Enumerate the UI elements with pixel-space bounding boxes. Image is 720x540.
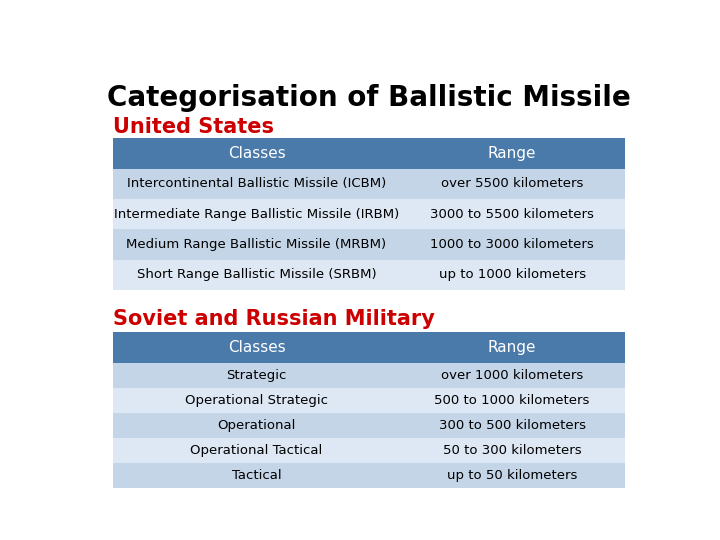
Text: Short Range Ballistic Missile (SRBM): Short Range Ballistic Missile (SRBM) bbox=[137, 268, 377, 281]
Bar bbox=[114, 230, 400, 260]
Bar bbox=[114, 138, 400, 168]
Text: Intercontinental Ballistic Missile (ICBM): Intercontinental Ballistic Missile (ICBM… bbox=[127, 178, 386, 191]
Bar bbox=[400, 438, 624, 463]
Bar bbox=[114, 332, 400, 363]
Bar bbox=[400, 332, 624, 363]
Text: Range: Range bbox=[488, 340, 536, 355]
Text: up to 1000 kilometers: up to 1000 kilometers bbox=[438, 268, 585, 281]
Text: 3000 to 5500 kilometers: 3000 to 5500 kilometers bbox=[430, 208, 594, 221]
Bar bbox=[114, 199, 400, 230]
Text: 1000 to 3000 kilometers: 1000 to 3000 kilometers bbox=[431, 238, 594, 251]
Text: 50 to 300 kilometers: 50 to 300 kilometers bbox=[443, 444, 582, 457]
Text: 500 to 1000 kilometers: 500 to 1000 kilometers bbox=[434, 394, 590, 407]
Bar bbox=[114, 169, 400, 199]
Bar bbox=[400, 463, 624, 488]
Text: Classes: Classes bbox=[228, 340, 285, 355]
Bar bbox=[400, 230, 624, 260]
Bar bbox=[400, 169, 624, 199]
Bar bbox=[114, 463, 400, 488]
Text: up to 50 kilometers: up to 50 kilometers bbox=[447, 469, 577, 482]
Bar bbox=[400, 413, 624, 438]
Bar bbox=[400, 363, 624, 388]
Text: Medium Range Ballistic Missile (MRBM): Medium Range Ballistic Missile (MRBM) bbox=[127, 238, 387, 251]
Text: Tactical: Tactical bbox=[232, 469, 282, 482]
Text: Operational Tactical: Operational Tactical bbox=[190, 444, 323, 457]
Text: over 1000 kilometers: over 1000 kilometers bbox=[441, 369, 583, 382]
Bar bbox=[114, 388, 400, 413]
Bar bbox=[114, 363, 400, 388]
Bar bbox=[114, 438, 400, 463]
Bar bbox=[400, 388, 624, 413]
Text: Soviet and Russian Military: Soviet and Russian Military bbox=[114, 309, 436, 329]
Text: Operational Strategic: Operational Strategic bbox=[185, 394, 328, 407]
Bar bbox=[400, 199, 624, 230]
Bar bbox=[114, 260, 400, 290]
Text: United States: United States bbox=[114, 117, 274, 137]
Bar bbox=[400, 260, 624, 290]
Text: Categorisation of Ballistic Missile: Categorisation of Ballistic Missile bbox=[107, 84, 631, 112]
Text: 300 to 500 kilometers: 300 to 500 kilometers bbox=[438, 419, 585, 432]
Text: Operational: Operational bbox=[217, 419, 296, 432]
Text: Intermediate Range Ballistic Missile (IRBM): Intermediate Range Ballistic Missile (IR… bbox=[114, 208, 399, 221]
Text: Range: Range bbox=[488, 146, 536, 161]
Text: Classes: Classes bbox=[228, 146, 285, 161]
Bar bbox=[114, 413, 400, 438]
Text: Strategic: Strategic bbox=[226, 369, 287, 382]
Text: over 5500 kilometers: over 5500 kilometers bbox=[441, 178, 583, 191]
Bar bbox=[400, 138, 624, 168]
